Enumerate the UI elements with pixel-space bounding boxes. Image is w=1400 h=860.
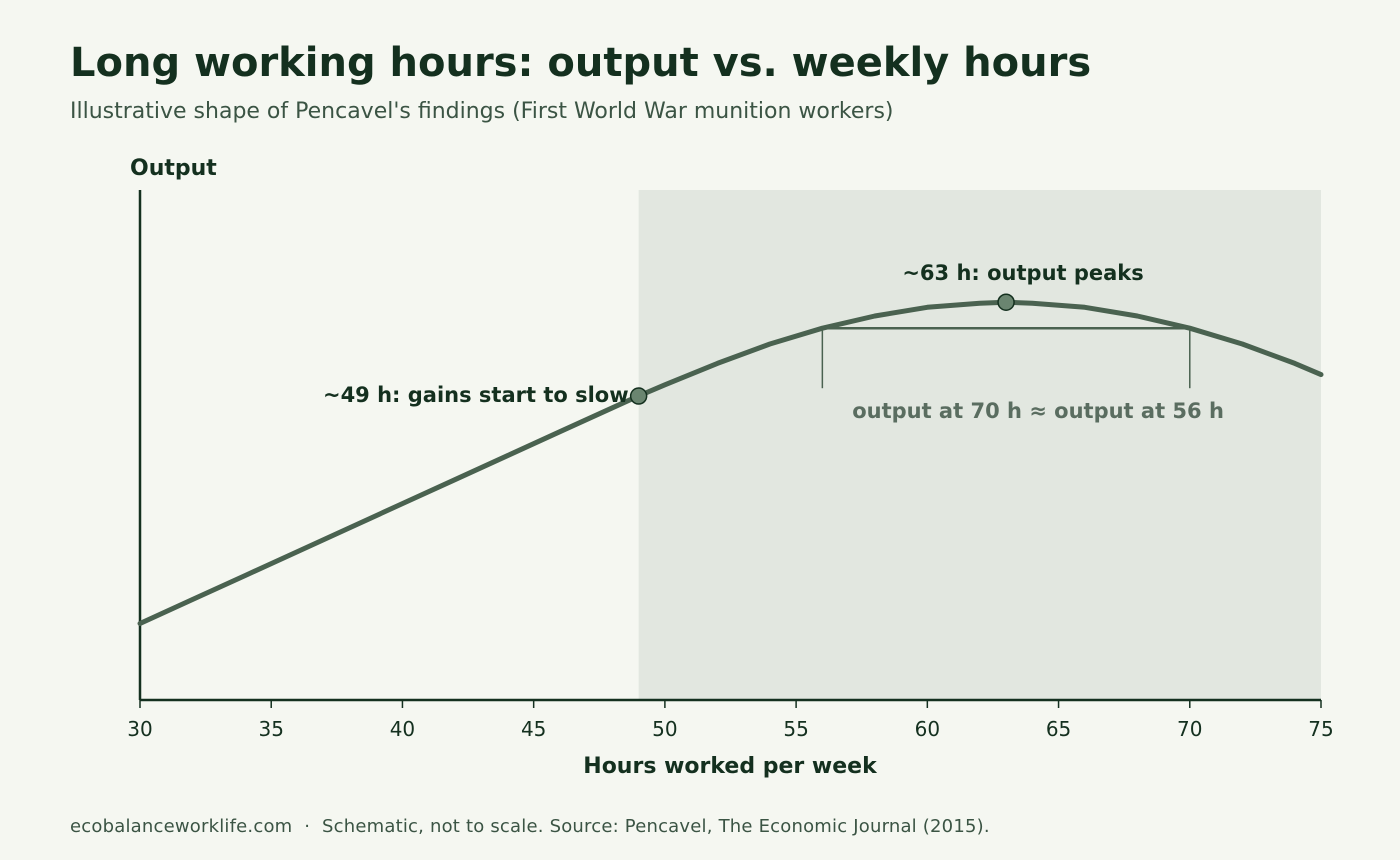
point-marker	[997, 293, 1015, 311]
x-tick-label: 30	[127, 717, 152, 741]
x-tick-label: 50	[652, 717, 677, 741]
x-tick-label: 75	[1308, 717, 1333, 741]
x-axis-label: Hours worked per week	[583, 754, 878, 779]
point-marker	[629, 387, 648, 405]
chart-title: Long working hours: output vs. weekly ho…	[70, 40, 1092, 86]
point-label: ~63 h: output peaks	[902, 261, 1143, 285]
chart-subtitle: Illustrative shape of Pencavel's finding…	[70, 99, 894, 124]
y-axis-label: Output	[130, 156, 217, 181]
x-tick-label: 55	[783, 717, 808, 741]
shaded-region	[638, 190, 1321, 700]
x-tick-label: 45	[521, 717, 546, 741]
footer-source: ecobalanceworklife.com · Schematic, not …	[70, 816, 990, 837]
x-tick-label: 60	[915, 717, 940, 741]
bracket-label: output at 70 h ≈ output at 56 h	[852, 399, 1224, 423]
series-line-0	[137, 299, 1324, 626]
x-tick-label: 70	[1177, 717, 1202, 741]
x-tick-label: 35	[258, 717, 283, 741]
x-tick-label: 40	[390, 717, 415, 741]
point-label: ~49 h: gains start to slow	[323, 383, 629, 407]
x-tick-label: 65	[1046, 717, 1071, 741]
